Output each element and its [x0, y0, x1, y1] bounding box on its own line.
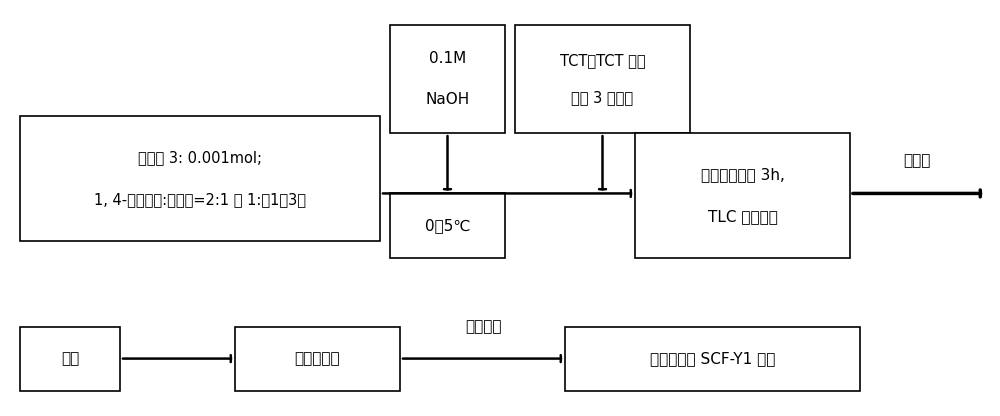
Text: 分散橙 3: 0.001mol;: 分散橙 3: 0.001mol;	[138, 151, 262, 166]
Bar	[390, 25, 505, 133]
Bar	[565, 327, 860, 391]
Bar	[635, 133, 850, 258]
Text: 0～5℃: 0～5℃	[425, 218, 470, 233]
Text: 散橙 3 摩尔比: 散橙 3 摩尔比	[571, 90, 634, 105]
Text: 抽滤及洗涤: 抽滤及洗涤	[295, 351, 340, 366]
Text: 蒸馏水: 蒸馏水	[903, 153, 931, 168]
Bar	[235, 327, 400, 391]
Text: TLC 点板跟踪: TLC 点板跟踪	[708, 209, 777, 224]
Text: 0.1M: 0.1M	[429, 51, 466, 66]
Bar	[20, 116, 380, 241]
Text: 活性分散黄 SCF-Y1 染料: 活性分散黄 SCF-Y1 染料	[650, 351, 775, 366]
Text: 磁力搅拌反应 3h,: 磁力搅拌反应 3h,	[701, 167, 784, 182]
Text: 稀释: 稀释	[61, 351, 79, 366]
Text: 1, 4-二氧六环:蒸馏水=2:1 或 1:（1～3）: 1, 4-二氧六环:蒸馏水=2:1 或 1:（1～3）	[94, 192, 306, 207]
Text: NaOH: NaOH	[425, 92, 470, 107]
Bar	[390, 193, 505, 258]
Bar	[20, 327, 120, 391]
Text: TCT（TCT 与分: TCT（TCT 与分	[560, 53, 645, 68]
Text: 真空干燥: 真空干燥	[465, 319, 501, 334]
Bar	[515, 25, 690, 133]
